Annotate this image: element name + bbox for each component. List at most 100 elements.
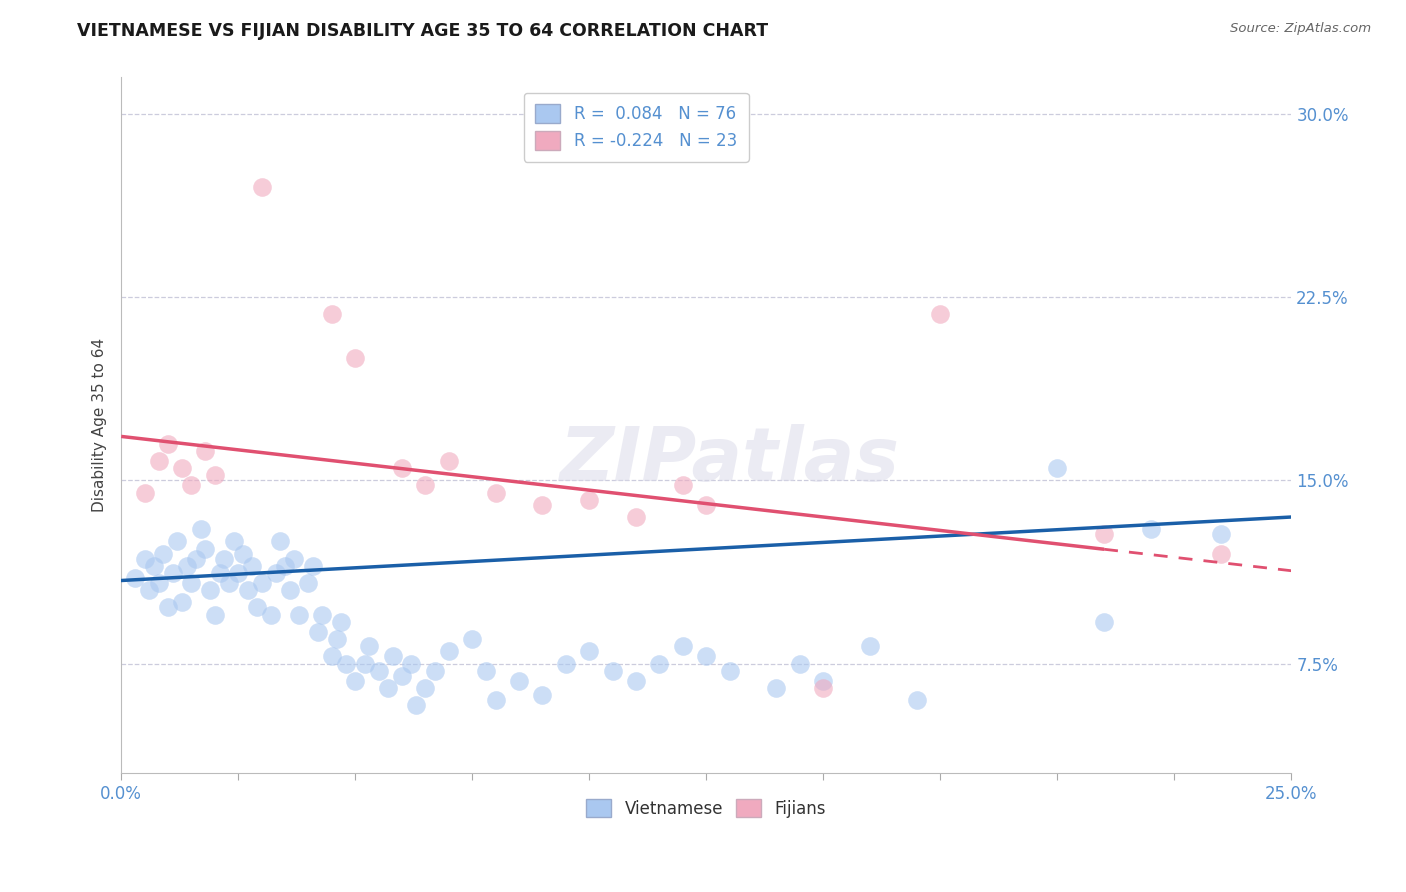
Point	[1140, 522, 1163, 536]
Point	[1092, 615, 1115, 629]
Point	[405, 698, 427, 712]
Point	[194, 444, 217, 458]
Point	[208, 566, 231, 581]
Point	[789, 657, 811, 671]
Point	[232, 547, 254, 561]
Point	[335, 657, 357, 671]
Point	[190, 522, 212, 536]
Point	[170, 461, 193, 475]
Point	[307, 624, 329, 639]
Point	[124, 571, 146, 585]
Point	[184, 551, 207, 566]
Point	[531, 498, 554, 512]
Legend: Vietnamese, Fijians: Vietnamese, Fijians	[579, 792, 832, 824]
Point	[325, 632, 347, 646]
Point	[485, 485, 508, 500]
Point	[624, 510, 647, 524]
Point	[578, 644, 600, 658]
Point	[134, 551, 156, 566]
Point	[157, 436, 180, 450]
Point	[648, 657, 671, 671]
Point	[162, 566, 184, 581]
Point	[344, 351, 367, 366]
Point	[180, 478, 202, 492]
Point	[905, 693, 928, 707]
Point	[297, 576, 319, 591]
Point	[624, 673, 647, 688]
Text: ZIPatlas: ZIPatlas	[560, 424, 900, 497]
Point	[278, 583, 301, 598]
Text: Source: ZipAtlas.com: Source: ZipAtlas.com	[1230, 22, 1371, 36]
Point	[718, 664, 741, 678]
Point	[226, 566, 249, 581]
Point	[246, 600, 269, 615]
Point	[813, 681, 835, 695]
Point	[695, 649, 717, 664]
Point	[269, 534, 291, 549]
Point	[344, 673, 367, 688]
Point	[204, 607, 226, 622]
Point	[381, 649, 404, 664]
Point	[264, 566, 287, 581]
Point	[321, 307, 343, 321]
Point	[437, 454, 460, 468]
Point	[695, 498, 717, 512]
Point	[391, 669, 413, 683]
Point	[330, 615, 353, 629]
Point	[765, 681, 787, 695]
Point	[423, 664, 446, 678]
Point	[602, 664, 624, 678]
Point	[578, 492, 600, 507]
Point	[288, 607, 311, 622]
Point	[415, 681, 437, 695]
Point	[218, 576, 240, 591]
Point	[508, 673, 530, 688]
Point	[461, 632, 484, 646]
Point	[813, 673, 835, 688]
Point	[391, 461, 413, 475]
Point	[1211, 547, 1233, 561]
Point	[311, 607, 333, 622]
Point	[1211, 527, 1233, 541]
Point	[166, 534, 188, 549]
Point	[475, 664, 498, 678]
Point	[194, 541, 217, 556]
Point	[240, 558, 263, 573]
Point	[212, 551, 235, 566]
Point	[148, 454, 170, 468]
Text: VIETNAMESE VS FIJIAN DISABILITY AGE 35 TO 64 CORRELATION CHART: VIETNAMESE VS FIJIAN DISABILITY AGE 35 T…	[77, 22, 769, 40]
Point	[148, 576, 170, 591]
Point	[415, 478, 437, 492]
Point	[485, 693, 508, 707]
Point	[859, 640, 882, 654]
Point	[353, 657, 375, 671]
Point	[180, 576, 202, 591]
Point	[204, 468, 226, 483]
Point	[170, 595, 193, 609]
Point	[531, 688, 554, 702]
Point	[367, 664, 389, 678]
Point	[321, 649, 343, 664]
Point	[283, 551, 305, 566]
Point	[236, 583, 259, 598]
Point	[672, 478, 695, 492]
Point	[138, 583, 160, 598]
Point	[401, 657, 423, 671]
Point	[250, 576, 273, 591]
Point	[198, 583, 221, 598]
Point	[143, 558, 166, 573]
Point	[250, 180, 273, 194]
Point	[152, 547, 174, 561]
Point	[176, 558, 198, 573]
Point	[260, 607, 283, 622]
Point	[1092, 527, 1115, 541]
Point	[359, 640, 381, 654]
Point	[134, 485, 156, 500]
Point	[672, 640, 695, 654]
Y-axis label: Disability Age 35 to 64: Disability Age 35 to 64	[93, 338, 107, 513]
Point	[157, 600, 180, 615]
Point	[302, 558, 325, 573]
Point	[437, 644, 460, 658]
Point	[554, 657, 576, 671]
Point	[274, 558, 297, 573]
